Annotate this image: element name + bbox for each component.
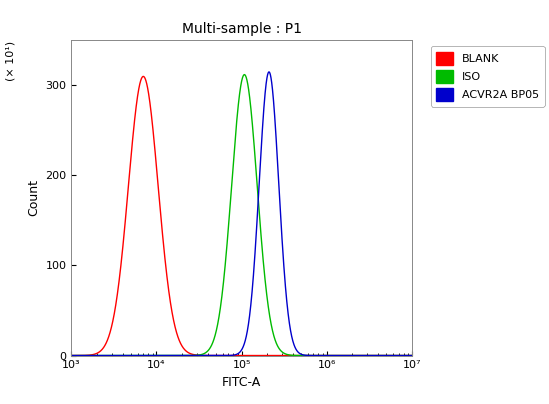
Line: ACVR2A BP05: ACVR2A BP05 bbox=[71, 72, 412, 356]
ACVR2A BP05 bbox=[68, 353, 75, 358]
X-axis label: FITC-A: FITC-A bbox=[222, 376, 261, 389]
ACVR2A BP05 bbox=[199, 353, 205, 358]
BLANK bbox=[214, 353, 220, 358]
Y-axis label: Count: Count bbox=[27, 179, 40, 217]
ISO bbox=[365, 353, 372, 358]
BLANK bbox=[68, 353, 75, 358]
Legend: BLANK, ISO, ACVR2A BP05: BLANK, ISO, ACVR2A BP05 bbox=[431, 46, 545, 107]
ACVR2A BP05 bbox=[402, 353, 408, 358]
ISO bbox=[127, 353, 134, 358]
BLANK bbox=[127, 161, 134, 166]
ACVR2A BP05 bbox=[107, 353, 114, 358]
BLANK bbox=[365, 353, 372, 358]
ISO bbox=[68, 353, 75, 358]
Line: ISO: ISO bbox=[71, 75, 412, 356]
ACVR2A BP05 bbox=[365, 353, 372, 358]
BLANK bbox=[199, 353, 205, 358]
BLANK bbox=[107, 330, 114, 335]
ACVR2A BP05 bbox=[408, 353, 415, 358]
Title: Multi-sample : P1: Multi-sample : P1 bbox=[182, 23, 301, 36]
ISO bbox=[199, 352, 205, 357]
ISO bbox=[214, 327, 220, 332]
ACVR2A BP05 bbox=[266, 69, 272, 74]
Text: (× 10¹): (× 10¹) bbox=[5, 40, 15, 80]
Line: BLANK: BLANK bbox=[71, 76, 412, 356]
BLANK bbox=[140, 74, 147, 79]
ACVR2A BP05 bbox=[214, 353, 220, 358]
ACVR2A BP05 bbox=[127, 353, 134, 358]
BLANK bbox=[402, 353, 408, 358]
BLANK bbox=[408, 353, 415, 358]
ISO bbox=[402, 353, 408, 358]
ISO bbox=[107, 353, 114, 358]
ISO bbox=[241, 72, 248, 77]
ISO bbox=[408, 353, 415, 358]
